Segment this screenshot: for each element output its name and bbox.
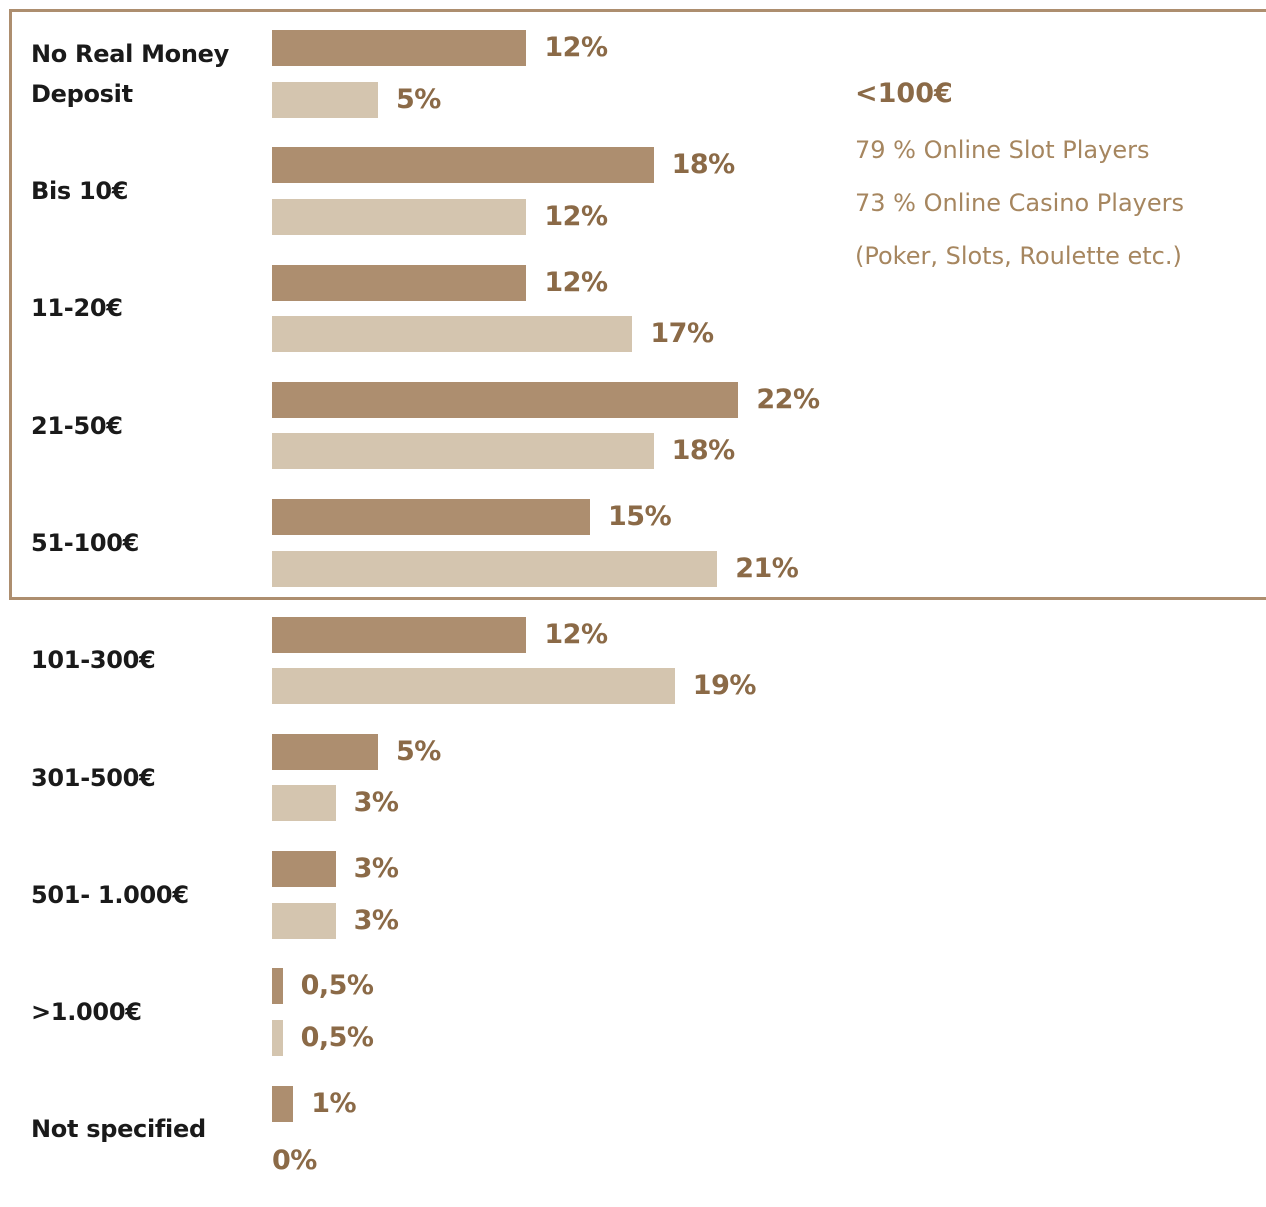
slot-bar	[272, 616, 527, 653]
category-label: Not specified	[31, 1115, 206, 1144]
casino-bar	[272, 316, 633, 353]
casino-bar	[272, 1019, 283, 1056]
slot-value-label: 22%	[756, 383, 820, 415]
casino-value-label: 19%	[692, 670, 757, 701]
casino-value-label: 3%	[353, 787, 399, 819]
category-label: 51-100€	[31, 528, 140, 557]
slot-value-label: 5%	[396, 735, 441, 767]
casino-value-label: 18%	[671, 435, 736, 467]
slot-bar	[272, 147, 654, 184]
casino-value-label: 0%	[272, 1145, 317, 1177]
casino-value-label: 3%	[353, 904, 399, 936]
slot-bar	[272, 499, 590, 536]
slot-value-label: 15%	[608, 501, 672, 533]
category-label: 11-20€	[31, 294, 123, 323]
highlight-line-casino: 73 % Online Casino Players	[855, 189, 1184, 217]
highlight-line-examples: (Poker, Slots, Roulette etc.)	[855, 242, 1182, 270]
slot-bar	[272, 968, 283, 1005]
slot-value-label: 1%	[311, 1087, 357, 1119]
casino-bar	[272, 785, 336, 822]
slot-value-label: 12%	[544, 32, 608, 63]
casino-value-label: 0,5%	[300, 1021, 374, 1053]
category-label: 101-300€	[31, 646, 156, 675]
category-label: >1.000€	[31, 998, 142, 1027]
slot-bar	[272, 264, 527, 301]
slot-bar	[272, 733, 378, 770]
slot-bar	[272, 381, 739, 418]
casino-value-label: 12%	[544, 200, 608, 232]
category-label: Bis 10€	[31, 177, 129, 206]
casino-value-label: 21%	[735, 552, 799, 584]
slot-bar	[272, 1085, 294, 1122]
slot-bar	[272, 851, 336, 888]
slot-bar	[272, 30, 527, 66]
casino-bar	[272, 81, 378, 118]
highlight-title: <100€	[855, 78, 953, 109]
slot-value-label: 12%	[544, 266, 608, 298]
casino-bar	[272, 550, 718, 587]
casino-value-label: 17%	[650, 318, 714, 350]
casino-bar	[272, 668, 675, 704]
casino-value-label: 5%	[396, 83, 441, 115]
casino-bar	[272, 198, 527, 235]
category-label: Deposit	[31, 79, 133, 108]
category-label: 501- 1.000€	[31, 880, 189, 909]
category-label: No Real Money	[31, 39, 229, 68]
slot-value-label: 0,5%	[300, 970, 374, 1002]
under-100-highlight-frame	[9, 9, 1266, 600]
highlight-line-slot: 79 % Online Slot Players	[855, 136, 1150, 164]
casino-bar	[272, 902, 336, 939]
casino-bar	[272, 433, 654, 470]
slot-value-label: 12%	[544, 618, 608, 650]
category-label: 301-500€	[31, 763, 156, 792]
slot-value-label: 3%	[353, 853, 399, 885]
slot-value-label: 18%	[671, 149, 736, 181]
category-label: 21-50€	[31, 411, 123, 440]
